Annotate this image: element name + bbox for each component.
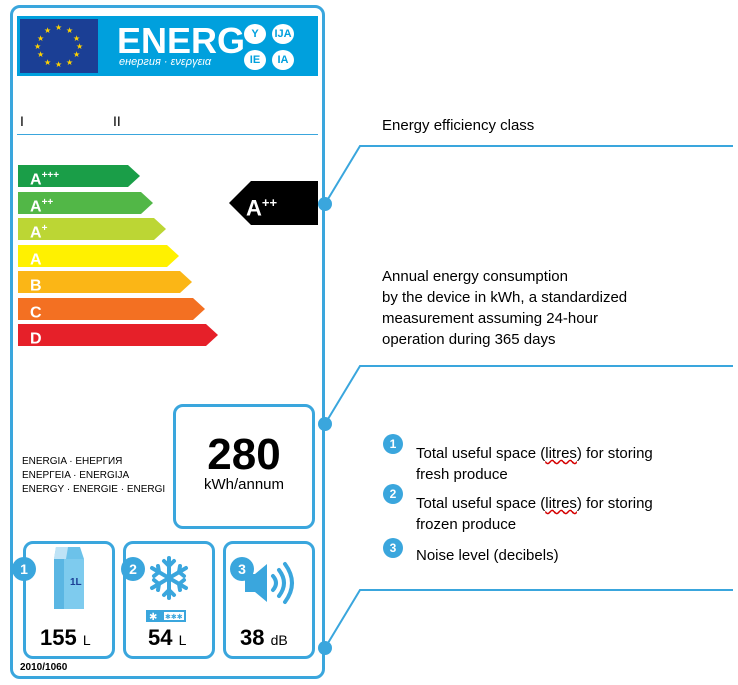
header-title: ENERG — [117, 20, 246, 61]
energia-line: ENERGY · ENERGIE · ENERGI — [22, 484, 166, 495]
roman-numeral-i: I — [20, 113, 24, 129]
energy-class-bar-shape — [18, 218, 166, 240]
energy-class-bar: A+++ — [18, 165, 60, 189]
star-rating-icon: ✱ ✱✱✱ — [146, 610, 186, 622]
energy-class-plus: ++ — [41, 196, 54, 208]
energy-class-letter: A — [30, 224, 42, 242]
header-subtitle: енергия · ενεργεια — [119, 56, 212, 68]
lang-code: IJA — [272, 24, 294, 44]
eu-flag-icon: ★ ★ ★ ★ ★ ★ ★ ★ ★ ★ ★ ★ — [20, 19, 98, 73]
legend-item-1: Total useful space (litres) for storing — [416, 445, 653, 462]
milk-carton-icon: 1L — [54, 547, 84, 609]
energy-class-bar: D — [18, 324, 42, 348]
roman-numeral-ii: II — [113, 113, 121, 129]
frozen-volume-box — [123, 541, 215, 659]
energy-class-letter: A — [30, 250, 42, 268]
noise-value: 38 dB — [240, 625, 288, 650]
energy-class-plus: + — [41, 223, 48, 234]
energy-class-letter: C — [30, 303, 42, 321]
energy-class-letter: A — [30, 197, 42, 215]
energy-class-bar: A — [18, 245, 42, 268]
consumption-unit: kWh/annum — [203, 476, 285, 493]
energy-class-bar-shape — [18, 165, 140, 187]
marker-2: 2 — [121, 557, 145, 581]
legend-item-1-line2: fresh produce — [416, 466, 508, 483]
energy-class-letter: B — [30, 277, 42, 295]
legend-item-2: Total useful space (litres) for storing — [416, 495, 653, 512]
energy-class-bar-shape — [18, 244, 179, 267]
energy-class-bar-shape — [18, 324, 218, 346]
speaker-icon — [245, 562, 294, 604]
energy-label-frame — [10, 5, 325, 679]
lang-code: Y — [244, 24, 266, 44]
frozen-volume-value: 54 L — [148, 625, 187, 650]
legend-marker-3: 3 — [383, 538, 403, 558]
consumption-box — [173, 404, 315, 529]
fresh-volume-value: 155 L — [40, 625, 91, 650]
consumption-annotation-line: operation during 365 days — [382, 331, 556, 348]
marker-1: 1 — [12, 557, 36, 581]
legend-marker-2: 2 — [383, 484, 403, 504]
lang-code: IE — [244, 50, 266, 70]
energy-class-bar: A+ — [18, 218, 48, 242]
energy-class-bar: B — [18, 271, 42, 295]
energy-class-bar-shape — [18, 271, 192, 293]
consumption-annotation-line: by the device in kWh, a standardized — [382, 289, 628, 306]
energy-class-bar-shape — [18, 191, 153, 214]
divider — [17, 134, 318, 135]
consumption-annotation-line: measurement assuming 24-hour — [382, 310, 598, 327]
noise-box — [223, 541, 315, 659]
legend-item-3: Noise level (decibels) — [416, 547, 559, 564]
energy-class-bar: A++ — [18, 192, 54, 215]
energy-class-letter: D — [30, 330, 42, 348]
consumption-value: 280 — [207, 430, 281, 479]
rating-pointer-arrow — [229, 181, 318, 225]
consumption-annotation-line: Annual energy consumption — [382, 268, 568, 285]
regulation-number: 2010/1060 — [20, 662, 68, 673]
energia-line: ENERGIA · ЕНЕРГИЯ — [22, 456, 123, 467]
legend-marker-1: 1 — [383, 434, 403, 454]
svg-text:✱✱✱: ✱✱✱ — [165, 613, 183, 621]
energy-class-plus: +++ — [41, 170, 60, 181]
rating-value: A++ — [246, 195, 278, 221]
efficiency-class-annotation: Energy efficiency class — [382, 117, 535, 134]
energy-class-bar: C — [18, 298, 42, 321]
energy-class-letter: A — [30, 171, 42, 189]
energy-class-bar-shape — [18, 297, 205, 320]
legend-item-2-line2: frozen produce — [416, 516, 517, 533]
svg-text:✱: ✱ — [149, 612, 157, 622]
lang-code: IA — [272, 50, 294, 70]
fresh-volume-box — [23, 541, 115, 659]
energia-line: ΕΝΕΡΓΕΙΑ · ENERGIJA — [22, 470, 130, 481]
svg-text:1L: 1L — [70, 577, 82, 588]
snowflake-icon — [150, 556, 188, 600]
